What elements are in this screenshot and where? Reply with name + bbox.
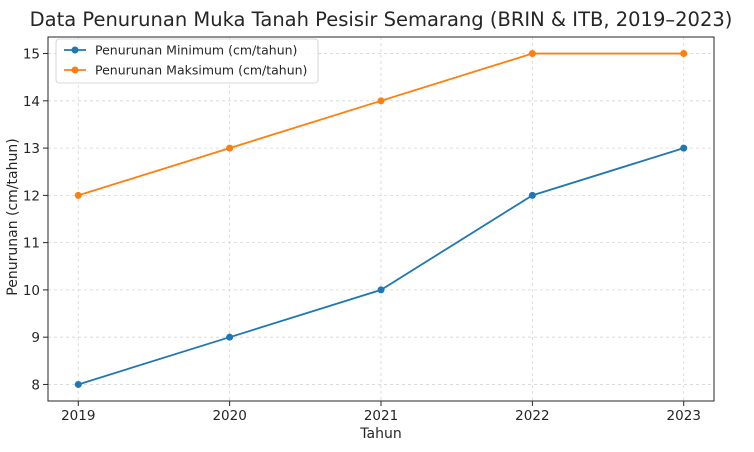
data-point (377, 286, 385, 294)
x-tick-label: 2023 (667, 408, 701, 424)
legend-label: Penurunan Minimum (cm/tahun) (95, 43, 297, 58)
data-point (377, 97, 385, 105)
legend-label: Penurunan Maksimum (cm/tahun) (95, 63, 307, 78)
x-tick-label: 2021 (364, 408, 398, 424)
data-point (528, 191, 536, 199)
data-point (528, 50, 536, 58)
y-tick-label: 9 (31, 330, 40, 346)
axes: 2019 2020 2021 2022 2023 8 9 10 11 12 13 14 15 (23, 36, 715, 424)
chart-title: Data Penurunan Muka Tanah Pesisir Semara… (30, 8, 733, 31)
legend-swatch-marker (71, 66, 79, 74)
data-point (74, 380, 82, 388)
data-point (74, 191, 82, 199)
grid (48, 37, 714, 401)
legend-box (55, 38, 319, 84)
y-tick-label: 8 (31, 377, 40, 393)
x-tick-label: 2022 (515, 408, 549, 424)
y-tick-label: 13 (23, 141, 40, 157)
y-tick-label: 12 (23, 188, 40, 204)
data-point (226, 144, 234, 152)
y-tick-label: 11 (23, 236, 40, 252)
legend-swatch-marker (71, 46, 79, 54)
y-axis-label: Penurunan (cm/tahun) (5, 138, 21, 295)
x-tick-label: 2020 (212, 408, 246, 424)
y-tick-label: 14 (23, 94, 40, 110)
plot-frame (47, 36, 715, 402)
data-point (226, 333, 234, 341)
data-point (680, 144, 688, 152)
y-tick-label: 10 (23, 283, 40, 299)
x-axis-label: Tahun (359, 426, 401, 442)
legend: Penurunan Minimum (cm/tahun) Penurunan Ma… (55, 38, 319, 84)
y-tick-label: 15 (23, 47, 40, 63)
series-layer (74, 50, 688, 388)
x-tick-label: 2019 (61, 408, 95, 424)
data-point (680, 50, 688, 58)
